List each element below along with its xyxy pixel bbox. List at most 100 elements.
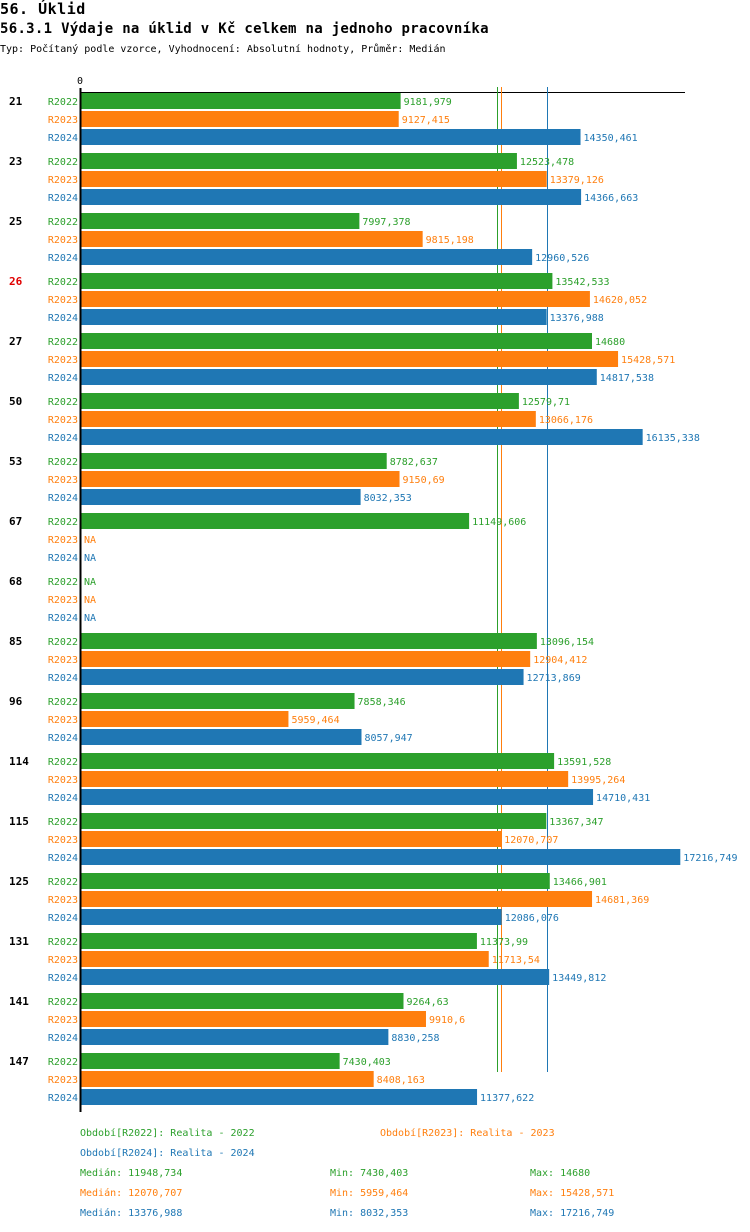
bar [81, 513, 470, 529]
data-label-na: NA [84, 535, 96, 546]
data-label: 14350,461 [584, 133, 638, 144]
bar [81, 273, 553, 289]
bar [81, 213, 360, 229]
data-label: 8032,353 [364, 493, 412, 504]
category-label: 25 [9, 215, 22, 228]
category-label: 85 [9, 635, 22, 648]
data-label: 12713,869 [527, 673, 581, 684]
bar [81, 1029, 389, 1045]
bar-chart: 0 21 R2022 9181,979 R2023 9127,415 R2024 14350,… [9, 76, 737, 1112]
series-label: R2024 [48, 373, 78, 384]
bar [81, 669, 524, 685]
series-label: R2022 [48, 577, 78, 588]
data-label: 12579,71 [522, 397, 570, 408]
data-label: 7430,403 [343, 1057, 391, 1068]
bar [81, 129, 581, 145]
series-label: R2023 [48, 775, 78, 786]
series-label: R2024 [48, 313, 78, 324]
data-label: 13466,901 [553, 877, 607, 888]
bar [81, 849, 681, 865]
data-label: 15428,571 [621, 355, 675, 366]
category-label: 131 [9, 935, 29, 948]
data-label: 8782,637 [390, 457, 438, 468]
data-label-na: NA [84, 595, 96, 606]
series-label: R2023 [48, 955, 78, 966]
data-label: 9910,6 [429, 1015, 465, 1026]
stat-min-r2023: Min: 5959,464 [330, 1188, 409, 1199]
bar [81, 753, 555, 769]
data-label: 13379,126 [550, 175, 604, 186]
category-label: 147 [9, 1055, 29, 1068]
bar [81, 789, 594, 805]
category-label: 96 [9, 695, 23, 708]
data-label: 14817,538 [600, 373, 654, 384]
data-label: 13096,154 [540, 637, 594, 648]
bar [81, 393, 519, 409]
bar [81, 993, 404, 1009]
category-label: 50 [9, 395, 22, 408]
data-label: 5959,464 [291, 715, 339, 726]
category-label: 141 [9, 995, 29, 1008]
data-label-na: NA [84, 577, 96, 588]
category-label: 114 [9, 755, 29, 768]
data-label: 13376,988 [550, 313, 604, 324]
data-label: 14680 [595, 337, 625, 348]
series-label: R2023 [48, 295, 78, 306]
data-label: 9264,63 [406, 997, 448, 1008]
series-label: R2023 [48, 715, 78, 726]
data-label: 9181,979 [404, 97, 452, 108]
bar [81, 729, 362, 745]
series-label: R2024 [48, 193, 78, 204]
bar [81, 171, 547, 187]
data-label: 17216,749 [683, 853, 737, 864]
series-label: R2022 [48, 337, 78, 348]
series-label: R2024 [48, 1033, 78, 1044]
bar [81, 111, 399, 127]
data-label: 11373,99 [480, 937, 528, 948]
stat-median-r2022: Medián: 11948,734 [80, 1168, 183, 1179]
series-label: R2024 [48, 493, 78, 504]
category-label: 26 [9, 275, 23, 288]
series-label: R2024 [48, 1093, 78, 1104]
bar [81, 951, 489, 967]
section-title: 56. Úklid [0, 0, 86, 18]
bar [81, 909, 502, 925]
bar [81, 189, 582, 205]
series-label: R2022 [48, 517, 78, 528]
bar [81, 1053, 340, 1069]
bar [81, 249, 533, 265]
data-label: 8830,258 [391, 1033, 439, 1044]
data-label: 7858,346 [358, 697, 406, 708]
data-label-na: NA [84, 613, 96, 624]
category-label: 27 [9, 335, 22, 348]
bar [81, 1071, 374, 1087]
series-label: R2024 [48, 133, 78, 144]
bar [81, 93, 401, 109]
series-label: R2023 [48, 115, 78, 126]
bar [81, 771, 569, 787]
category-label: 67 [9, 515, 22, 528]
category-label: 23 [9, 155, 22, 168]
series-label: R2024 [48, 973, 78, 984]
series-label: R2023 [48, 1075, 78, 1086]
category-label: 115 [9, 815, 29, 828]
stat-median-r2024: Medián: 13376,988 [80, 1208, 183, 1219]
series-label: R2024 [48, 733, 78, 744]
bar [81, 309, 547, 325]
data-label: 16135,338 [646, 433, 700, 444]
data-label: 14681,369 [595, 895, 649, 906]
series-label: R2024 [48, 613, 78, 624]
series-label: R2023 [48, 1015, 78, 1026]
series-label: R2023 [48, 535, 78, 546]
bar [81, 411, 536, 427]
data-label: 13066,176 [539, 415, 593, 426]
stat-max-r2022: Max: 14680 [530, 1168, 591, 1179]
data-label: 8408,163 [377, 1075, 425, 1086]
series-label: R2022 [48, 157, 78, 168]
bar [81, 153, 517, 169]
data-label: 8057,947 [364, 733, 412, 744]
bar [81, 969, 550, 985]
chart-title: 56.3.1 Výdaje na úklid v Kč celkem na je… [0, 21, 489, 37]
data-label: 11713,54 [492, 955, 540, 966]
stat-max-r2024: Max: 17216,749 [530, 1208, 615, 1219]
